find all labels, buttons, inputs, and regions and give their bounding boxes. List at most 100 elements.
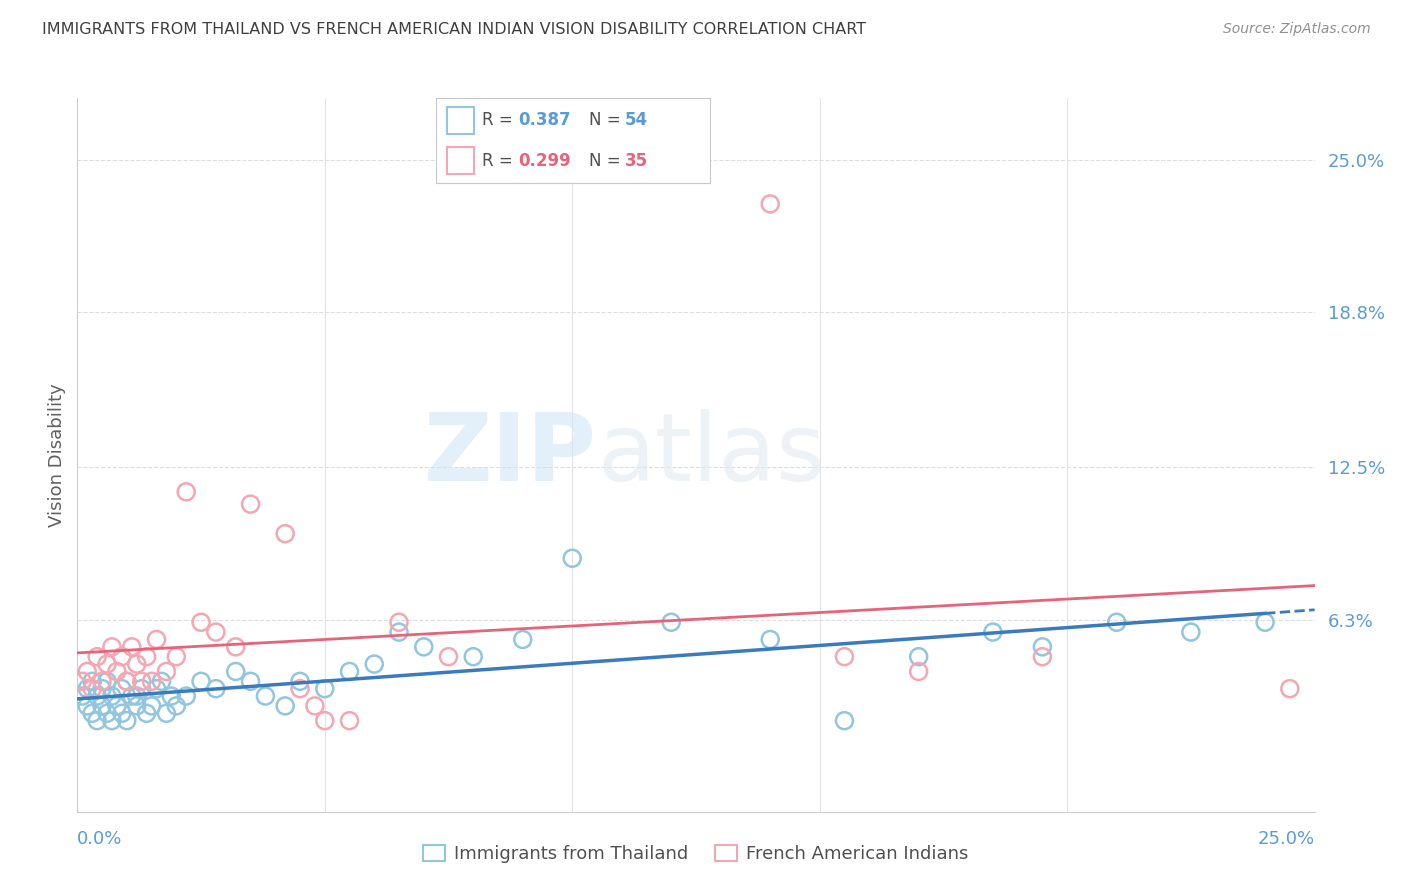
Point [339,714,361,728]
Point [254,689,277,703]
Point [111,649,134,664]
Point [141,698,163,713]
Point [165,649,187,664]
Point [314,714,336,728]
Point [86,649,108,664]
Point [1278,681,1301,696]
Point [125,657,148,671]
Point [437,649,460,664]
Point [96,706,118,721]
Point [1031,640,1053,654]
Point [131,674,153,689]
Point [759,632,782,647]
Text: R =: R = [482,112,519,129]
Text: 54: 54 [626,112,648,129]
Legend: Immigrants from Thailand, French American Indians: Immigrants from Thailand, French America… [416,838,976,871]
Text: 0.387: 0.387 [517,112,571,129]
Point [86,689,108,703]
Point [135,649,157,664]
Point [115,674,138,689]
Point [76,698,98,713]
Point [363,657,385,671]
Point [388,615,411,630]
Point [72,689,94,703]
Point [304,698,326,713]
Point [834,714,856,728]
Point [512,632,534,647]
Point [907,665,929,679]
Point [150,674,173,689]
Point [759,197,782,211]
Point [174,484,197,499]
Point [115,714,138,728]
Text: 0.0%: 0.0% [77,830,122,847]
Text: atlas: atlas [598,409,825,501]
Point [205,625,228,640]
Point [1031,649,1053,664]
Point [145,681,167,696]
Point [76,665,98,679]
Point [76,681,98,696]
Point [131,681,153,696]
Point [463,649,485,664]
Point [135,706,157,721]
Point [561,551,583,566]
Point [288,681,311,696]
Point [111,706,134,721]
Point [125,698,148,713]
Point [225,665,247,679]
Point [101,640,124,654]
Point [314,681,336,696]
Point [412,640,434,654]
Point [111,681,134,696]
Point [155,706,177,721]
Point [105,698,128,713]
Point [834,649,856,664]
Point [339,665,361,679]
Point [96,674,118,689]
Point [121,689,143,703]
Point [91,681,114,696]
Point [96,657,118,671]
Point [1254,615,1277,630]
Point [225,640,247,654]
Text: R =: R = [482,152,519,169]
Point [141,674,163,689]
Point [907,649,929,664]
Point [86,714,108,728]
Point [239,674,262,689]
Point [205,681,228,696]
Text: N =: N = [589,112,626,129]
Point [1180,625,1202,640]
Point [82,706,104,721]
Point [388,625,411,640]
Point [659,615,682,630]
Point [125,689,148,703]
Text: 25.0%: 25.0% [1257,830,1315,847]
Point [91,698,114,713]
Text: N =: N = [589,152,626,169]
Point [274,526,297,541]
Point [72,674,94,689]
Text: Source: ZipAtlas.com: Source: ZipAtlas.com [1223,22,1371,37]
Point [101,714,124,728]
Text: 0.299: 0.299 [517,152,571,169]
Point [190,615,212,630]
Point [155,665,177,679]
Point [190,674,212,689]
Point [105,665,128,679]
Point [121,640,143,654]
Text: IMMIGRANTS FROM THAILAND VS FRENCH AMERICAN INDIAN VISION DISABILITY CORRELATION: IMMIGRANTS FROM THAILAND VS FRENCH AMERI… [42,22,866,37]
Point [165,698,187,713]
Point [274,698,297,713]
Text: 35: 35 [626,152,648,169]
Point [101,689,124,703]
Point [1105,615,1128,630]
Point [239,497,262,511]
Point [82,674,104,689]
Point [160,689,183,703]
Y-axis label: Vision Disability: Vision Disability [48,383,66,527]
Point [174,689,197,703]
Text: ZIP: ZIP [425,409,598,501]
Point [115,674,138,689]
